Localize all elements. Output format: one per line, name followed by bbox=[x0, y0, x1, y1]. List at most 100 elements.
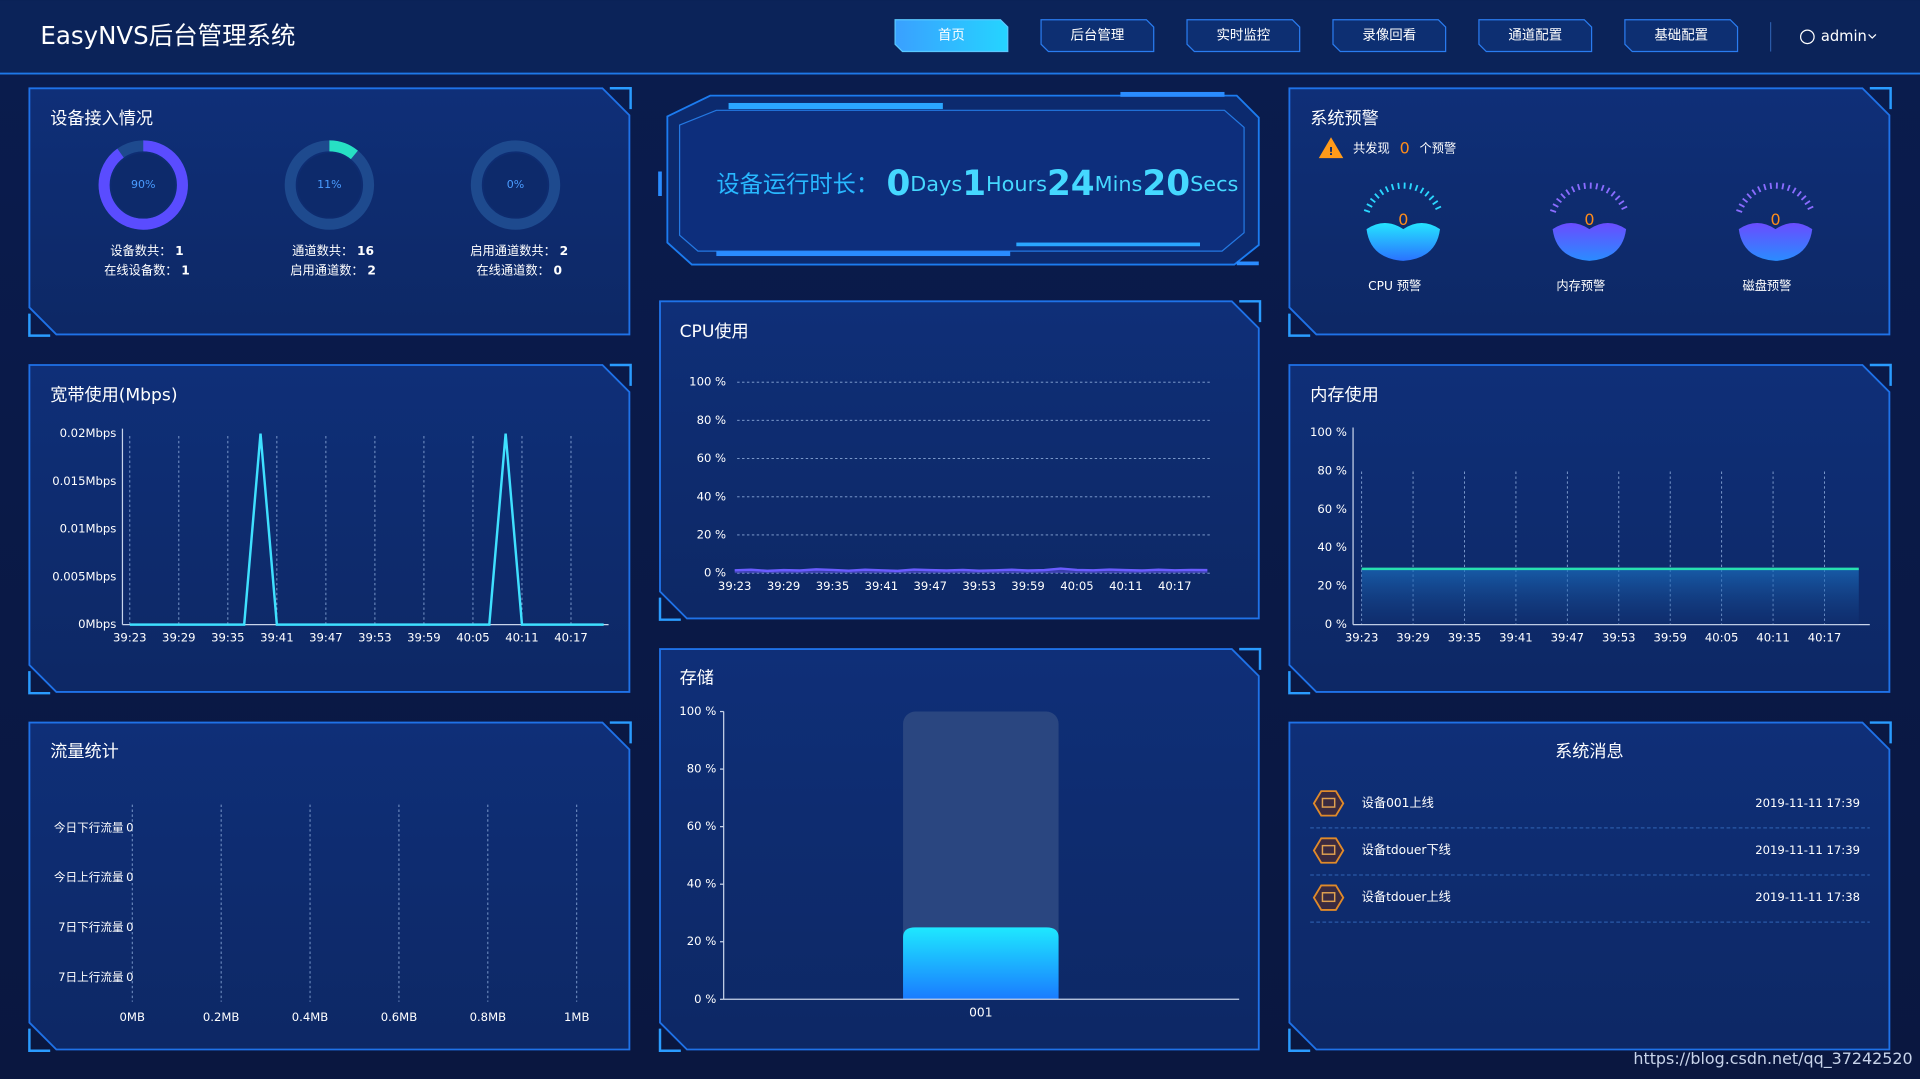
device-stat: 通道数共： 16 bbox=[292, 243, 374, 258]
panel-corner bbox=[1869, 721, 1892, 744]
gauge-tick bbox=[1397, 182, 1400, 190]
panel-corner bbox=[1869, 87, 1892, 110]
bar bbox=[903, 927, 1059, 1000]
gauge-name: 磁盘预警 bbox=[1742, 278, 1791, 293]
gauge-tick bbox=[1570, 186, 1576, 193]
stat-label: 启用通道数： bbox=[290, 262, 363, 277]
value-label: 0 bbox=[126, 970, 133, 984]
gauge-tick bbox=[1614, 195, 1621, 201]
gauge-tick bbox=[1549, 209, 1557, 213]
y-tick-label: 0.005Mbps bbox=[52, 569, 116, 583]
user-name[interactable]: admin bbox=[1821, 28, 1867, 45]
nav-button[interactable] bbox=[1186, 19, 1301, 53]
nav-label[interactable]: 通道配置 bbox=[1508, 28, 1562, 44]
panel-title: 内存使用 bbox=[1310, 385, 1379, 406]
line bbox=[129, 433, 604, 626]
stat-label: 在线设备数： bbox=[104, 262, 177, 277]
gauge-bowl bbox=[1366, 222, 1440, 261]
gauge-value: 0 bbox=[1584, 210, 1594, 229]
device-stat: 启用通道数共： 2 bbox=[470, 243, 568, 258]
uptime-unit: Hours bbox=[986, 172, 1047, 196]
panel-corner bbox=[28, 313, 51, 337]
category-label: 7日上行流量 bbox=[58, 970, 124, 984]
panel bbox=[1288, 364, 1891, 693]
x-tick-label: 39:47 bbox=[309, 631, 343, 645]
gauge-tick bbox=[1781, 183, 1785, 190]
gauge-tick bbox=[1363, 209, 1371, 213]
panel-corner bbox=[28, 671, 51, 695]
user-caret[interactable] bbox=[1868, 33, 1877, 39]
message-icon bbox=[1312, 884, 1345, 911]
y-tick-label: 60 % bbox=[687, 819, 717, 833]
gauge-bowl bbox=[1738, 222, 1813, 261]
nav-button[interactable] bbox=[1040, 19, 1155, 53]
panel-corner bbox=[1869, 363, 1892, 386]
x-tick-label: 39:29 bbox=[1396, 631, 1430, 645]
panel-corner bbox=[1239, 647, 1262, 670]
x-tick-label: 40:11 bbox=[505, 631, 539, 645]
x-tick-label: 39:35 bbox=[211, 631, 245, 645]
user-icon bbox=[1800, 29, 1815, 45]
ring-arc bbox=[284, 140, 375, 230]
panel-corner bbox=[609, 363, 632, 386]
nav-label[interactable]: 实时监控 bbox=[1216, 28, 1270, 44]
panel bbox=[28, 721, 631, 1051]
gauge-tick bbox=[1432, 200, 1439, 206]
x-tick-label: 40:17 bbox=[554, 631, 588, 645]
gauge-tick bbox=[1807, 205, 1814, 211]
x-tick-label: 40:17 bbox=[1808, 631, 1842, 645]
device-stat: 设备数共： 1 bbox=[110, 243, 183, 258]
nav-label[interactable]: 基础配置 bbox=[1654, 27, 1708, 44]
nav-button[interactable] bbox=[894, 19, 1009, 53]
x-tick-label: 39:41 bbox=[865, 579, 899, 593]
ring-label: 11% bbox=[317, 178, 341, 191]
alarm-count: 0 bbox=[1400, 138, 1410, 157]
x-tick-label: 39:35 bbox=[1448, 631, 1482, 645]
gauge-tick bbox=[1583, 182, 1586, 190]
gauge-tick bbox=[1796, 190, 1802, 197]
gauge-tick bbox=[1605, 187, 1611, 194]
gauge-tick bbox=[1577, 183, 1581, 191]
x-tick-label: 40:11 bbox=[1756, 631, 1790, 645]
uptime-unit: Secs bbox=[1190, 172, 1238, 196]
panel-corner bbox=[1288, 671, 1311, 695]
nav-button[interactable] bbox=[1478, 19, 1593, 53]
panel-corner bbox=[658, 597, 681, 621]
gauge-tick bbox=[1757, 186, 1762, 193]
gauge-tick bbox=[1556, 197, 1562, 204]
ring-inner bbox=[483, 153, 548, 217]
stat-label: 在线通道数： bbox=[476, 262, 549, 277]
stat-value: 16 bbox=[357, 244, 374, 258]
gauge-tick bbox=[1742, 197, 1749, 204]
x-tick-label: 0.2MB bbox=[203, 1010, 240, 1024]
category-label: 今日下行流量 bbox=[54, 820, 124, 834]
category-label: 今日上行流量 bbox=[54, 870, 124, 884]
y-tick-label: 0 % bbox=[1325, 617, 1347, 631]
nav-label[interactable]: 首页 bbox=[938, 28, 965, 44]
nav-button[interactable] bbox=[1332, 19, 1447, 53]
uptime-number: 1 bbox=[962, 164, 986, 204]
y-tick-label: 80 % bbox=[687, 762, 717, 776]
nav-label[interactable]: 后台管理 bbox=[1070, 28, 1124, 44]
y-tick-label: 80 % bbox=[697, 413, 727, 427]
gauge-tick bbox=[1738, 203, 1745, 208]
uptime-number: 0 bbox=[886, 164, 910, 204]
ring-label: 0% bbox=[507, 178, 524, 191]
gauge-tick bbox=[1600, 184, 1605, 192]
nav-label[interactable]: 录像回看 bbox=[1362, 28, 1416, 44]
x-tick-label: 39:59 bbox=[407, 631, 441, 645]
gauge-tick bbox=[1621, 205, 1628, 211]
x-tick-label: 0.4MB bbox=[292, 1010, 329, 1024]
y-tick-label: 40 % bbox=[1317, 540, 1347, 554]
y-tick-label: 40 % bbox=[697, 489, 727, 503]
nav-button[interactable] bbox=[1624, 19, 1739, 53]
gauge-tick bbox=[1763, 183, 1767, 191]
gauge-tick bbox=[1374, 193, 1380, 199]
uptime-unit: Mins bbox=[1095, 172, 1143, 196]
gauge-tick bbox=[1800, 195, 1807, 201]
panel-corner bbox=[1239, 300, 1262, 323]
x-tick-label: 39:53 bbox=[962, 579, 996, 593]
gauge-bowl bbox=[1552, 222, 1627, 261]
